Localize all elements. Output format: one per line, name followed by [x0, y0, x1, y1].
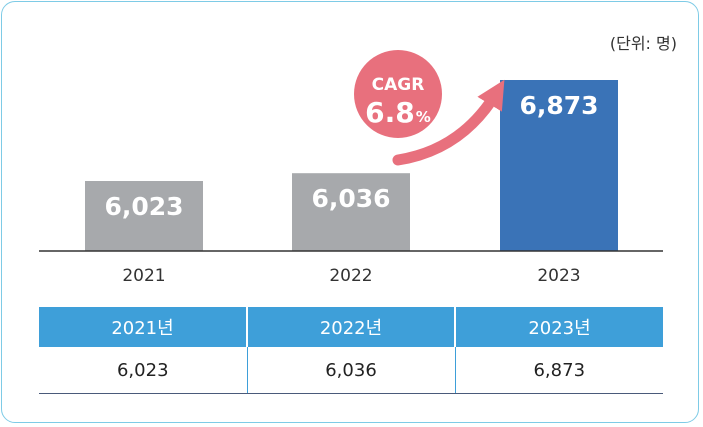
bar-2023 — [500, 80, 618, 251]
table-header-cell: 2023년 — [454, 307, 663, 347]
table-header-cell: 2021년 — [39, 307, 247, 347]
unit-label: (단위: 명) — [609, 34, 677, 53]
table-cell: 6,036 — [246, 347, 455, 394]
cagr-circle — [354, 50, 442, 138]
table-header-cell: 2022년 — [246, 307, 455, 347]
cagr-title: CAGR — [372, 75, 425, 95]
x-tick-label: 2023 — [537, 266, 580, 286]
table-cell: 6,873 — [454, 347, 663, 394]
bar-value-label: 6,023 — [104, 192, 183, 221]
table-cell: 6,023 — [39, 347, 247, 394]
bar-chart: 6,023 2021 6,036 2022 6,873 2023 CAGR 6.8% — [39, 50, 663, 286]
bar-value-label: 6,036 — [311, 184, 390, 213]
x-tick-label: 2021 — [122, 266, 165, 286]
cagr-value: 6.8% — [365, 96, 431, 129]
table-header-row: 2021년 2022년 2023년 — [39, 307, 663, 347]
table-row: 6,023 6,036 6,873 — [39, 347, 663, 394]
bar-2022 — [292, 173, 410, 251]
cagr-badge: CAGR 6.8% — [354, 50, 442, 138]
growth-arrow — [392, 79, 505, 166]
data-table: 2021년 2022년 2023년 6,023 6,036 6,873 — [39, 307, 663, 394]
x-tick-label: 2022 — [329, 266, 372, 286]
bar-2021 — [85, 181, 203, 251]
bar-value-label: 6,873 — [519, 91, 598, 120]
